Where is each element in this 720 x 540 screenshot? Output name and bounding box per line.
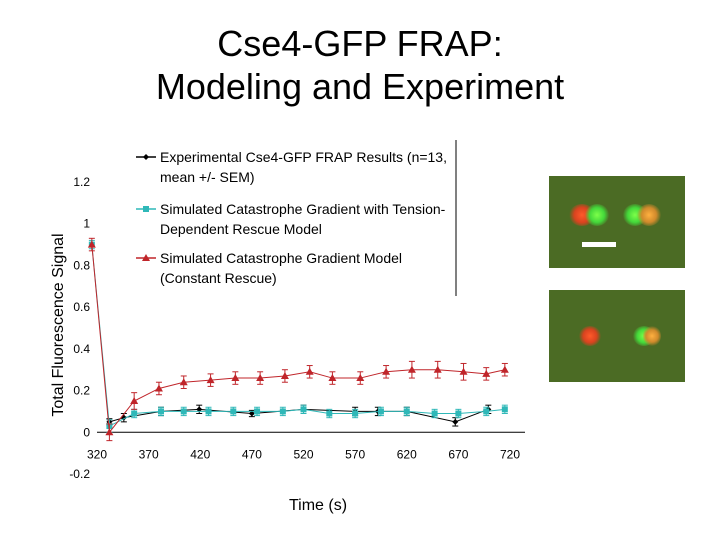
legend-item-1: Experimental Cse4-GFP FRAP Results (n=13…: [136, 149, 447, 185]
data-point: [143, 206, 149, 212]
data-point: [433, 365, 442, 373]
x-tick-label: 670: [448, 447, 468, 461]
legend-item-3: Simulated Catastrophe Gradient Model (Con…: [136, 250, 402, 286]
data-point: [254, 408, 261, 415]
data-point: [407, 365, 416, 373]
data-point: [382, 367, 391, 375]
legend-label: Simulated Catastrophe Gradient Model: [160, 250, 402, 266]
orange-overlap-spot: [637, 204, 661, 226]
data-point: [154, 384, 163, 392]
y-tick-label: 1: [83, 217, 90, 231]
y-tick-label: 1.2: [73, 175, 90, 189]
legend-label: Simulated Catastrophe Gradient with Tens…: [160, 201, 446, 217]
slide-title-line-2: Modeling and Experiment: [155, 66, 565, 107]
data-point: [248, 410, 255, 417]
y-tick-label: 0.2: [73, 384, 90, 398]
data-point: [87, 240, 96, 248]
data-point: [305, 367, 314, 375]
x-axis-title: Time (s): [289, 497, 347, 514]
data-point: [196, 406, 203, 413]
x-tick-label: 570: [345, 447, 365, 461]
x-tick-label: 470: [242, 447, 262, 461]
series-2: [88, 239, 508, 433]
y-axis-title: Total Fluorescence Signal: [50, 233, 67, 416]
data-point: [280, 371, 289, 379]
data-point: [230, 408, 237, 415]
y-tick-label: 0.6: [73, 300, 90, 314]
data-point: [356, 374, 365, 382]
red-spindle-pole-spot: [579, 326, 601, 346]
data-point: [206, 376, 215, 384]
green-kinetochore-spot: [585, 204, 609, 226]
slide-title-line-1: Cse4-GFP FRAP:: [217, 23, 503, 64]
orange-overlap-spot: [643, 326, 661, 346]
series-line: [91, 244, 505, 434]
data-point: [328, 374, 337, 382]
data-point: [130, 397, 139, 404]
y-tick-label: 0: [83, 425, 90, 439]
data-point: [105, 428, 114, 436]
scale-bar: [582, 242, 616, 247]
y-tick-label: 0.4: [73, 342, 90, 356]
data-point: [352, 410, 359, 417]
legend-label: Experimental Cse4-GFP FRAP Results (n=13…: [160, 149, 447, 165]
data-point: [179, 378, 188, 386]
data-point: [142, 254, 150, 261]
series-line: [91, 244, 505, 427]
y-tick-label: 0.8: [73, 258, 90, 272]
data-point: [326, 410, 333, 417]
data-point: [158, 408, 165, 415]
microscopy-image-bottom: [549, 290, 685, 382]
series-3: [87, 237, 509, 442]
y-tick-label: -0.2: [69, 467, 90, 481]
data-point: [377, 408, 384, 415]
data-point: [231, 374, 240, 382]
data-point: [300, 406, 307, 413]
data-point: [501, 406, 508, 413]
x-tick-label: 520: [293, 447, 313, 461]
data-point: [483, 408, 490, 415]
x-tick-label: 420: [190, 447, 210, 461]
data-point: [455, 410, 462, 417]
data-point: [143, 154, 149, 160]
data-point: [452, 418, 459, 425]
data-point: [279, 408, 286, 415]
legend-item-2: Simulated Catastrophe Gradient with Tens…: [136, 201, 446, 237]
data-point: [180, 408, 187, 415]
legend-label: (Constant Rescue): [160, 270, 277, 286]
microscopy-image-top: [549, 176, 685, 268]
data-point: [403, 408, 410, 415]
x-tick-label: 320: [87, 447, 107, 461]
legend-label: Dependent Rescue Model: [160, 221, 322, 237]
data-point: [482, 369, 491, 377]
data-point: [256, 374, 265, 382]
data-point: [131, 410, 138, 417]
data-point: [205, 408, 212, 415]
data-point: [500, 365, 509, 373]
data-point: [431, 410, 438, 417]
x-tick-label: 620: [397, 447, 417, 461]
x-tick-label: 720: [500, 447, 520, 461]
slide-title: Cse4-GFP FRAP: Modeling and Experiment: [0, 22, 720, 108]
legend: Experimental Cse4-GFP FRAP Results (n=13…: [128, 140, 457, 296]
data-point: [459, 367, 468, 375]
x-tick-label: 370: [139, 447, 159, 461]
legend-box: [128, 140, 456, 296]
legend-label: mean +/- SEM): [160, 169, 255, 185]
